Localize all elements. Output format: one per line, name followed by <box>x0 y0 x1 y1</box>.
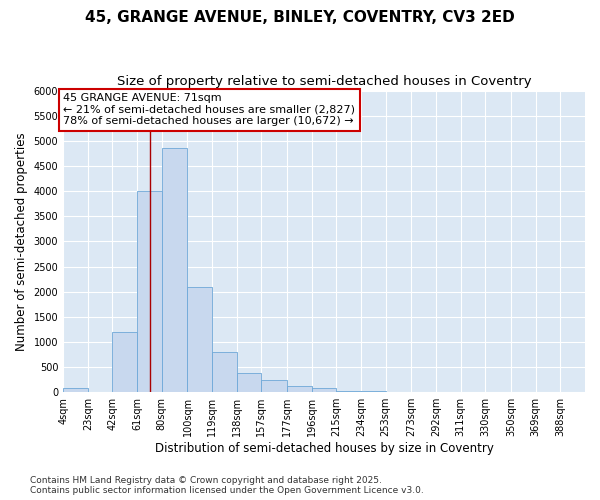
Title: Size of property relative to semi-detached houses in Coventry: Size of property relative to semi-detach… <box>117 75 532 88</box>
Bar <box>112 332 137 392</box>
Bar <box>287 386 312 392</box>
Bar <box>312 388 337 392</box>
Bar <box>261 380 287 392</box>
Bar <box>187 286 212 392</box>
Bar <box>236 373 261 392</box>
Text: 45, GRANGE AVENUE, BINLEY, COVENTRY, CV3 2ED: 45, GRANGE AVENUE, BINLEY, COVENTRY, CV3… <box>85 10 515 25</box>
Y-axis label: Number of semi-detached properties: Number of semi-detached properties <box>15 132 28 350</box>
Bar <box>361 391 386 392</box>
Bar <box>212 352 236 392</box>
Bar <box>337 390 361 392</box>
Text: Contains HM Land Registry data © Crown copyright and database right 2025.
Contai: Contains HM Land Registry data © Crown c… <box>30 476 424 495</box>
X-axis label: Distribution of semi-detached houses by size in Coventry: Distribution of semi-detached houses by … <box>155 442 494 455</box>
Bar <box>161 148 187 392</box>
Bar <box>137 191 161 392</box>
Bar <box>63 388 88 392</box>
Text: 45 GRANGE AVENUE: 71sqm
← 21% of semi-detached houses are smaller (2,827)
78% of: 45 GRANGE AVENUE: 71sqm ← 21% of semi-de… <box>63 93 355 126</box>
